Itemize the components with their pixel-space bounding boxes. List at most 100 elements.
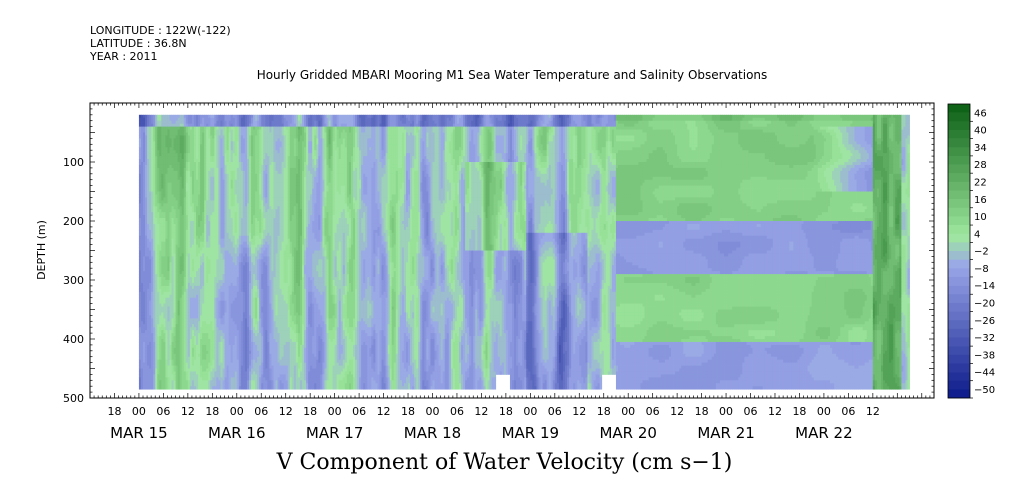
heatmap-cell	[183, 330, 187, 334]
heatmap-cell	[145, 200, 148, 204]
heatmap-cell	[167, 291, 170, 296]
heatmap-cell	[145, 374, 148, 378]
heatmap-cell	[175, 120, 179, 125]
heatmap-cell	[149, 256, 152, 260]
heatmap-cell	[191, 306, 195, 310]
heatmap-cell	[143, 288, 146, 293]
heatmap-cell	[165, 221, 168, 225]
heatmap-cell	[196, 194, 199, 198]
heatmap-cell	[155, 253, 158, 257]
heatmap-cell	[175, 362, 179, 366]
heatmap-cell	[191, 120, 195, 125]
heatmap-cell	[171, 262, 174, 266]
heatmap-cell	[193, 262, 197, 266]
heatmap-cell	[159, 318, 162, 322]
heatmap-cell	[179, 153, 183, 157]
heatmap-cell	[193, 339, 197, 343]
heatmap-cell	[169, 253, 172, 257]
heatmap-cell	[161, 170, 164, 175]
heatmap-cell	[147, 321, 150, 325]
heatmap-cell	[179, 218, 183, 222]
heatmap-cell	[196, 253, 199, 257]
heatmap-cell	[140, 153, 144, 157]
heatmap-cell	[155, 353, 158, 358]
heatmap-cell	[159, 347, 162, 352]
heatmap-cell	[138, 120, 142, 125]
heatmap-cell	[151, 303, 154, 307]
heatmap-cell	[169, 235, 172, 240]
heatmap-cell	[147, 218, 150, 222]
heatmap-cell	[173, 147, 177, 151]
heatmap-cell	[143, 135, 146, 139]
heatmap-cell	[147, 117, 150, 122]
heatmap-cell	[151, 350, 154, 355]
heatmap-cell	[149, 132, 152, 136]
heatmap-cell	[167, 206, 170, 210]
heatmap-cell	[177, 306, 181, 310]
heatmap-cell	[145, 324, 148, 328]
heatmap-cell	[193, 368, 197, 372]
heatmap-cell	[151, 359, 154, 363]
heatmap-cell	[191, 277, 195, 281]
heatmap-cell	[159, 235, 162, 240]
heatmap-cell	[153, 194, 156, 198]
heatmap-cell	[169, 129, 172, 133]
heatmap-cell	[147, 259, 150, 263]
heatmap-cell	[165, 235, 168, 240]
heatmap-cell	[173, 380, 177, 384]
heatmap-cell	[149, 285, 152, 290]
heatmap-cell	[181, 129, 185, 133]
heatmap-cell	[189, 259, 193, 263]
heatmap-cell	[183, 173, 187, 178]
heatmap-cell	[196, 238, 199, 243]
heatmap-cell	[181, 164, 185, 169]
heatmap-cell	[196, 203, 199, 207]
heatmap-cell	[165, 188, 168, 192]
heatmap-cell	[151, 321, 154, 325]
heatmap-cell	[151, 218, 154, 222]
heatmap-cell	[175, 347, 179, 352]
heatmap-cell	[169, 347, 172, 352]
heatmap-cell	[171, 250, 174, 254]
heatmap-cell	[143, 197, 146, 201]
heatmap-cell	[196, 223, 199, 228]
heatmap-cell	[151, 173, 154, 178]
heatmap-cell	[191, 209, 195, 213]
heatmap-cell	[163, 126, 166, 130]
heatmap-cell	[155, 167, 158, 172]
heatmap-cell	[159, 120, 162, 125]
heatmap-cell	[173, 114, 177, 119]
heatmap-cell	[161, 197, 164, 201]
heatmap-cell	[163, 277, 166, 281]
heatmap-cell	[161, 321, 164, 325]
heatmap-cell	[159, 141, 162, 145]
heatmap-cell	[155, 277, 158, 281]
heatmap-cell	[153, 309, 156, 313]
heatmap-cell	[163, 209, 166, 213]
heatmap-cell	[145, 377, 148, 381]
heatmap-cell	[157, 268, 160, 272]
heatmap-cell	[187, 306, 191, 310]
heatmap-cell	[159, 374, 162, 378]
heatmap-cell	[161, 282, 164, 287]
heatmap-cell	[138, 135, 142, 139]
heatmap-cell	[171, 315, 174, 319]
heatmap-cell	[157, 256, 160, 260]
heatmap-cell	[163, 312, 166, 316]
heatmap-cell	[179, 235, 183, 240]
heatmap-cell	[181, 117, 185, 122]
heatmap-cell	[193, 383, 197, 387]
heatmap-cell	[196, 135, 199, 139]
heatmap-cell	[189, 339, 193, 343]
heatmap-cell	[169, 371, 172, 375]
heatmap-cell	[193, 330, 197, 334]
heatmap-cell	[165, 253, 168, 257]
heatmap-cell	[151, 194, 154, 198]
heatmap-cell	[196, 268, 199, 272]
heatmap-cell	[155, 383, 158, 387]
heatmap-cell	[196, 226, 199, 231]
heatmap-cell	[187, 156, 191, 160]
heatmap-cell	[140, 353, 144, 358]
heatmap-cell	[181, 173, 185, 178]
heatmap-cell	[171, 150, 174, 154]
